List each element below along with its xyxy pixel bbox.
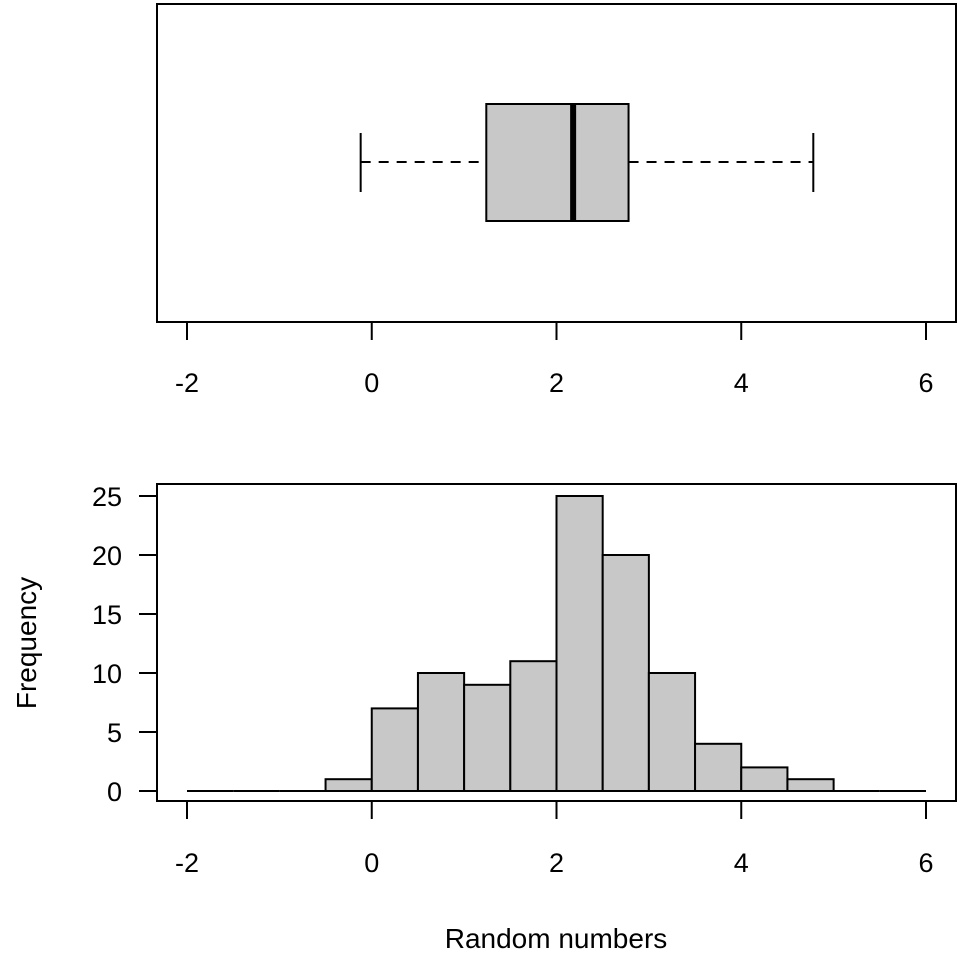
boxplot-x-tick-label: 4: [734, 368, 749, 398]
histogram-panel: -2 0 2 4 6 0 5 10 15 20 25 Random numbers Frequen…: [11, 482, 957, 954]
histogram-y-tick-label: 5: [107, 718, 122, 748]
boxplot-x-tick-label: -2: [175, 368, 199, 398]
boxplot-x-tick-label: 0: [364, 368, 379, 398]
histogram-x-tick-label: 2: [549, 848, 564, 878]
histogram-bars: [187, 495, 926, 793]
histogram-bar: [601, 554, 650, 792]
histogram-y-tick-label: 25: [92, 482, 122, 512]
histogram-bar: [740, 766, 789, 793]
histogram-bar: [694, 742, 743, 792]
histogram-x-tick-label: -2: [175, 848, 199, 878]
histogram-bar: [555, 495, 604, 792]
histogram-y-axis-title: Frequency: [11, 577, 42, 709]
histogram-x-ticks: -2 0 2 4 6: [175, 801, 934, 878]
histogram-y-tick-label: 15: [92, 600, 122, 630]
boxplot-panel: -2 0 2 4 6: [156, 3, 957, 398]
histogram-y-tick-label: 0: [107, 777, 122, 807]
histogram-x-tick-label: 6: [918, 848, 933, 878]
histogram-x-tick-label: 4: [734, 848, 749, 878]
boxplot-marks: [359, 103, 815, 222]
histogram-y-ticks: 0 5 10 15 20 25: [92, 482, 157, 807]
histogram-bar: [370, 707, 419, 793]
boxplot-x-tick-label: 6: [918, 368, 933, 398]
histogram-y-tick-label: 10: [92, 659, 122, 689]
histogram-bar: [509, 660, 558, 793]
histogram-bar: [463, 683, 512, 792]
histogram-bar: [786, 778, 835, 793]
histogram-y-tick-label: 20: [92, 541, 122, 571]
histogram-x-tick-label: 0: [364, 848, 379, 878]
histogram-x-axis-title: Random numbers: [445, 923, 668, 954]
histogram-bar: [647, 672, 697, 792]
histogram-bar: [416, 672, 466, 792]
histogram-bar: [324, 778, 373, 793]
boxplot-x-tick-label: 2: [549, 368, 564, 398]
interquartile-box: [485, 103, 630, 222]
boxplot-x-ticks: -2 0 2 4 6: [175, 322, 934, 398]
